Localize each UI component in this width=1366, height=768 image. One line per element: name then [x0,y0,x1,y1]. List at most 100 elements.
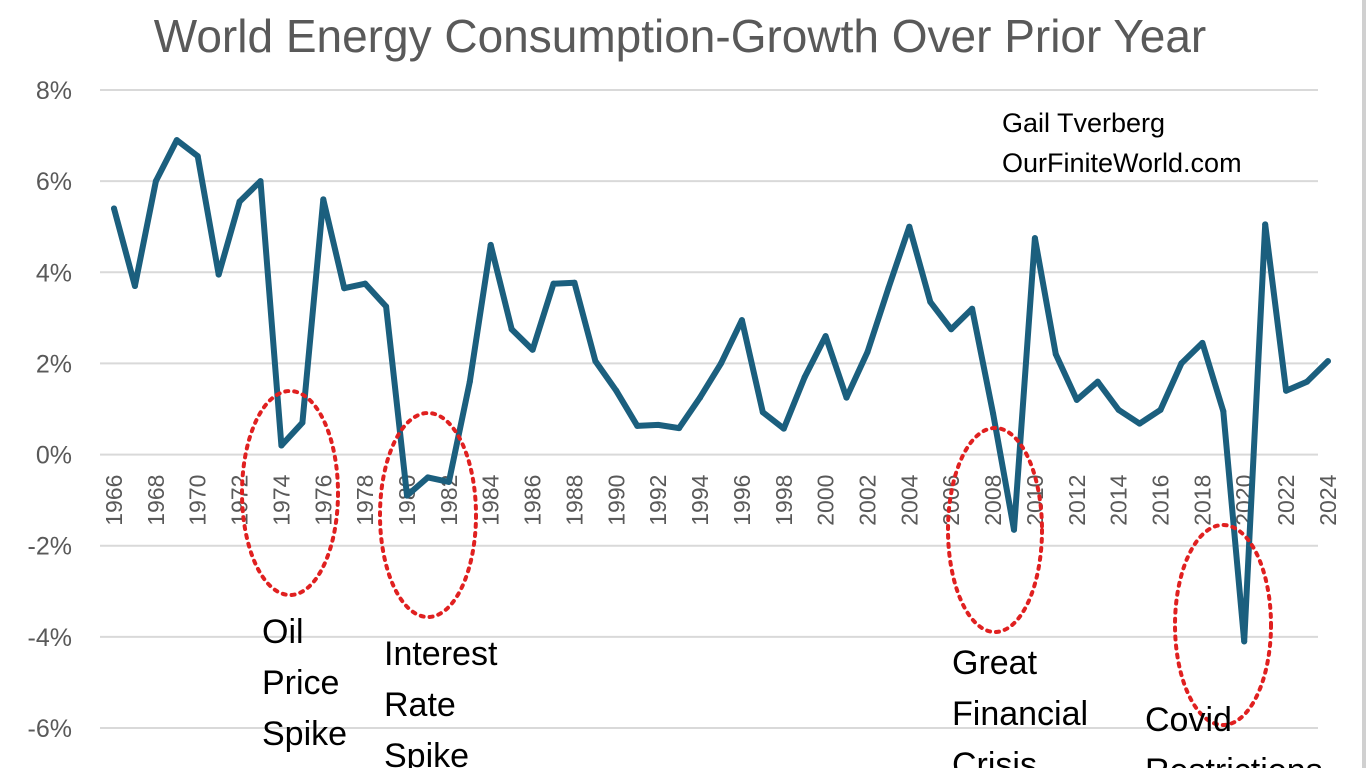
chart-title: World Energy Consumption-Growth Over Pri… [154,10,1206,62]
data-point-1973 [257,178,264,185]
y-tick-label: 6% [36,168,72,196]
credit-website: OurFiniteWorld.com [1002,148,1242,178]
annotation-oil-line2: Price [262,664,339,702]
x-tick-label: 1984 [478,474,504,525]
data-point-1989 [592,358,599,365]
data-point-1971 [215,271,222,278]
x-tick-label: 2008 [980,475,1006,526]
y-tick-label: 4% [36,259,72,287]
y-axis-tick-labels: -6% -4% -2% 0% 2% 4% 6% 8% [28,77,72,743]
data-point-1986 [529,346,536,353]
x-tick-label: 1996 [729,475,755,526]
data-point-1978 [362,280,369,287]
x-tick-label: 2022 [1273,475,1299,526]
y-tick-label: 0% [36,442,72,470]
credit-author: Gail Tverberg [1002,108,1165,138]
series-points [111,137,1331,645]
x-tick-label: 2002 [854,475,880,526]
x-tick-label: 1976 [310,475,336,526]
data-point-1979 [383,303,390,310]
y-tick-label: -4% [28,624,72,652]
data-point-1974 [278,442,285,449]
annotation-oil-line3: Spike [262,715,347,753]
data-point-1988 [571,279,578,286]
data-point-1996 [738,317,745,324]
data-point-1997 [759,409,766,416]
x-tick-label: 1990 [603,475,629,526]
data-point-1982 [445,478,452,485]
data-point-1993 [676,425,683,432]
x-tick-label: 1998 [771,475,797,526]
data-point-2024 [1324,358,1331,365]
data-point-2004 [906,223,913,230]
data-point-2017 [1178,360,1185,367]
x-tick-label: 1988 [561,475,587,526]
annotation-crisis-line3: Crisis [952,746,1037,768]
data-point-2002 [864,349,871,356]
data-point-1991 [634,422,641,429]
data-point-1992 [655,421,662,428]
y-tick-label: -2% [28,533,72,561]
data-point-1983 [466,378,473,385]
data-point-2022 [1283,387,1290,394]
right-border [1362,0,1366,768]
data-point-1999 [801,374,808,381]
x-tick-label: 1978 [352,475,378,526]
data-point-2006 [948,326,955,333]
data-point-1975 [299,419,306,426]
annotation-ellipse-financial-crisis [946,426,1044,634]
data-point-2014 [1115,406,1122,413]
x-tick-label: 1986 [520,475,546,526]
x-tick-label: 2000 [813,475,839,526]
x-tick-label: 2012 [1064,475,1090,526]
annotation-interest-line2: Rate [384,686,456,724]
x-tick-label: 2014 [1106,474,1132,525]
data-point-2009 [1010,526,1017,533]
annotation-interest-line3: Spike [384,737,469,768]
data-point-2018 [1199,339,1206,346]
data-point-1968 [152,178,159,185]
data-point-2019 [1220,408,1227,415]
data-point-1967 [131,282,138,289]
x-tick-label: 1972 [227,475,253,526]
annotation-crisis-line2: Financial [952,695,1088,733]
annotation-interest-line1: Interest [384,635,498,673]
data-point-1980 [404,492,411,499]
x-tick-label: 2016 [1148,475,1174,526]
data-point-1976 [320,196,327,203]
data-point-2013 [1094,378,1101,385]
y-tick-label: -6% [28,715,72,743]
data-point-2003 [885,285,892,292]
data-point-1985 [508,326,515,333]
data-point-2023 [1304,378,1311,385]
x-tick-label: 2004 [896,474,922,525]
y-tick-label: 2% [36,350,72,378]
x-tick-label: 1966 [101,475,127,526]
data-point-1966 [111,205,117,212]
data-point-1994 [697,394,704,401]
data-point-2021 [1262,221,1269,228]
data-point-2016 [1157,406,1164,413]
x-tick-label: 1974 [268,474,294,525]
data-point-2011 [1052,351,1059,358]
data-point-2001 [843,394,850,401]
data-point-1990 [613,387,620,394]
gridlines [100,89,1318,729]
x-tick-label: 1992 [645,475,671,526]
data-point-2012 [1073,396,1080,403]
data-point-1995 [717,360,724,367]
data-point-1984 [487,241,494,248]
x-tick-label: 1968 [143,475,169,526]
x-tick-label: 1994 [687,474,713,525]
data-point-2020 [1241,638,1248,645]
x-tick-label: 1970 [185,475,211,526]
data-point-2005 [927,298,934,305]
data-point-2010 [1031,235,1038,242]
data-point-1970 [194,153,201,160]
data-point-1987 [550,280,557,287]
data-point-1972 [236,198,243,205]
annotation-covid-line1: Covid [1145,701,1232,739]
data-point-2007 [969,305,976,312]
data-point-1969 [173,137,180,144]
